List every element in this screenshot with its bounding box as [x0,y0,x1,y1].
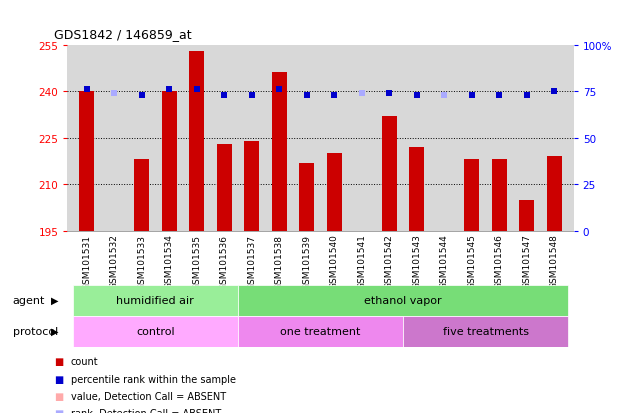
Bar [238,285,568,316]
Text: ■: ■ [54,374,63,384]
Text: GSM101535: GSM101535 [192,234,201,289]
Text: agent: agent [13,295,46,306]
Text: GSM101545: GSM101545 [467,234,476,289]
Text: GSM101540: GSM101540 [329,234,338,289]
Bar [217,145,232,231]
Bar [464,160,479,231]
Bar [382,116,397,231]
Text: percentile rank within the sample: percentile rank within the sample [71,374,235,384]
Bar [73,285,238,316]
Text: humidified air: humidified air [117,295,194,306]
Text: ethanol vapor: ethanol vapor [364,295,442,306]
Bar [409,148,424,231]
Text: GSM101533: GSM101533 [137,234,146,289]
Bar [403,316,568,347]
Text: five treatments: five treatments [443,326,529,337]
Bar [134,160,149,231]
Text: GSM101538: GSM101538 [275,234,284,289]
Text: GSM101542: GSM101542 [385,234,394,289]
Text: GSM101548: GSM101548 [550,234,559,289]
Text: GSM101543: GSM101543 [412,234,421,289]
Bar [299,163,314,231]
Text: protocol: protocol [13,326,58,337]
Bar [547,157,562,231]
Bar [189,52,204,231]
Text: GSM101539: GSM101539 [303,234,312,289]
Text: GSM101536: GSM101536 [220,234,229,289]
Text: rank, Detection Call = ABSENT: rank, Detection Call = ABSENT [71,408,221,413]
Text: ■: ■ [54,408,63,413]
Text: GSM101546: GSM101546 [495,234,504,289]
Text: GDS1842 / 146859_at: GDS1842 / 146859_at [54,28,192,41]
Bar [238,316,403,347]
Bar [492,160,507,231]
Text: GSM101537: GSM101537 [247,234,256,289]
Text: one treatment: one treatment [280,326,361,337]
Text: ■: ■ [54,356,63,366]
Text: control: control [136,326,175,337]
Text: value, Detection Call = ABSENT: value, Detection Call = ABSENT [71,391,226,401]
Text: ▶: ▶ [51,295,59,306]
Text: GSM101534: GSM101534 [165,234,174,289]
Text: GSM101531: GSM101531 [82,234,91,289]
Text: GSM101547: GSM101547 [522,234,531,289]
Text: GSM101532: GSM101532 [110,234,119,289]
Bar [79,92,94,231]
Text: ■: ■ [54,391,63,401]
Bar [519,200,535,231]
Text: count: count [71,356,98,366]
Text: GSM101541: GSM101541 [357,234,366,289]
Bar [73,316,238,347]
Text: GSM101544: GSM101544 [440,234,449,289]
Bar [162,92,177,231]
Bar [272,73,287,231]
Bar [244,141,259,231]
Text: ▶: ▶ [51,326,59,337]
Bar [327,154,342,231]
